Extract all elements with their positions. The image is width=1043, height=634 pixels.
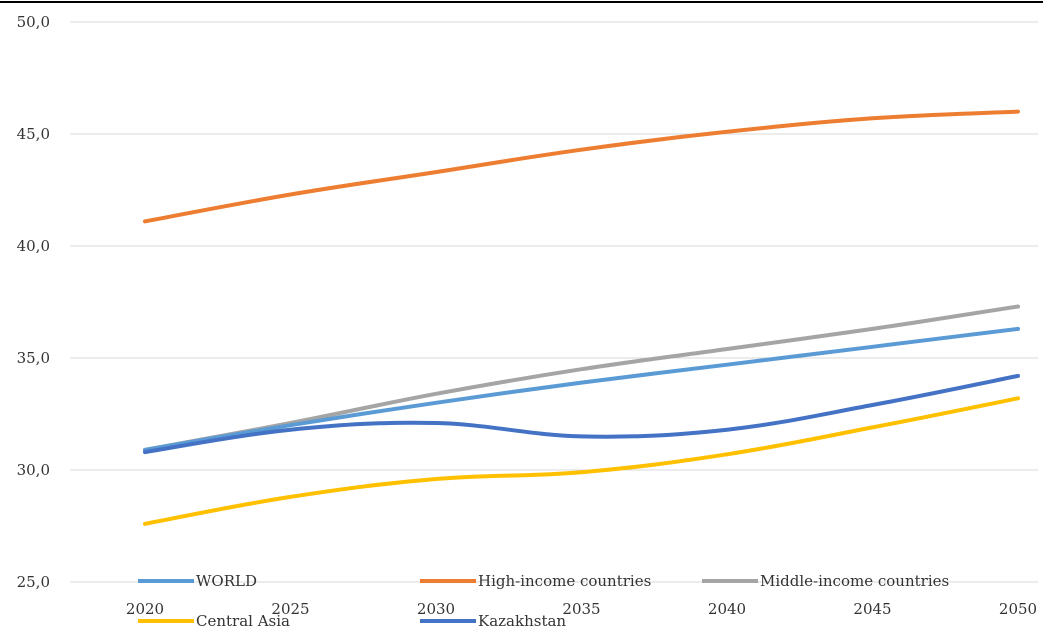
legend: WORLD High-income countries Middle-income … — [138, 572, 949, 630]
y-tick-label: 25,0 — [17, 573, 50, 591]
legend-label: Central Asia — [196, 612, 290, 630]
x-tick-label: 2030 — [417, 600, 455, 618]
y-axis-tick-labels: 25,0 30,0 35,0 40,0 45,0 50,0 — [17, 13, 50, 591]
legend-item: High-income countries — [420, 572, 651, 590]
series-world — [143, 326, 1020, 452]
legend-item: Kazakhstan — [420, 612, 566, 630]
x-tick-label: 2020 — [126, 600, 164, 618]
y-tick-label: 40,0 — [17, 237, 50, 255]
series-middle-income-countries — [143, 304, 1020, 452]
y-tick-label: 30,0 — [17, 461, 50, 479]
legend-label: Middle-income countries — [760, 572, 949, 590]
legend-item: WORLD — [138, 572, 257, 590]
series-central-asia — [143, 396, 1020, 526]
y-tick-label: 35,0 — [17, 349, 50, 367]
legend-label: WORLD — [196, 572, 257, 590]
x-tick-label: 2035 — [562, 600, 600, 618]
y-tick-label: 50,0 — [17, 13, 50, 31]
x-tick-label: 2045 — [853, 600, 891, 618]
legend-label: Kazakhstan — [478, 612, 566, 630]
x-tick-label: 2025 — [271, 600, 309, 618]
y-tick-label: 45,0 — [17, 125, 50, 143]
series-line — [143, 396, 1020, 526]
series-kazakhstan — [143, 373, 1020, 455]
series-line — [143, 109, 1020, 224]
series-lines — [143, 109, 1020, 526]
legend-item: Middle-income countries — [702, 572, 949, 590]
gridlines — [70, 21, 1038, 583]
x-tick-label: 2040 — [708, 600, 746, 618]
x-tick-label: 2050 — [999, 600, 1037, 618]
legend-item: Central Asia — [138, 612, 290, 630]
series-high-income-countries — [143, 109, 1020, 224]
x-axis-tick-labels: 2020 2025 2030 2035 2040 2045 2050 — [126, 600, 1037, 618]
series-line — [143, 373, 1020, 455]
legend-label: High-income countries — [478, 572, 651, 590]
